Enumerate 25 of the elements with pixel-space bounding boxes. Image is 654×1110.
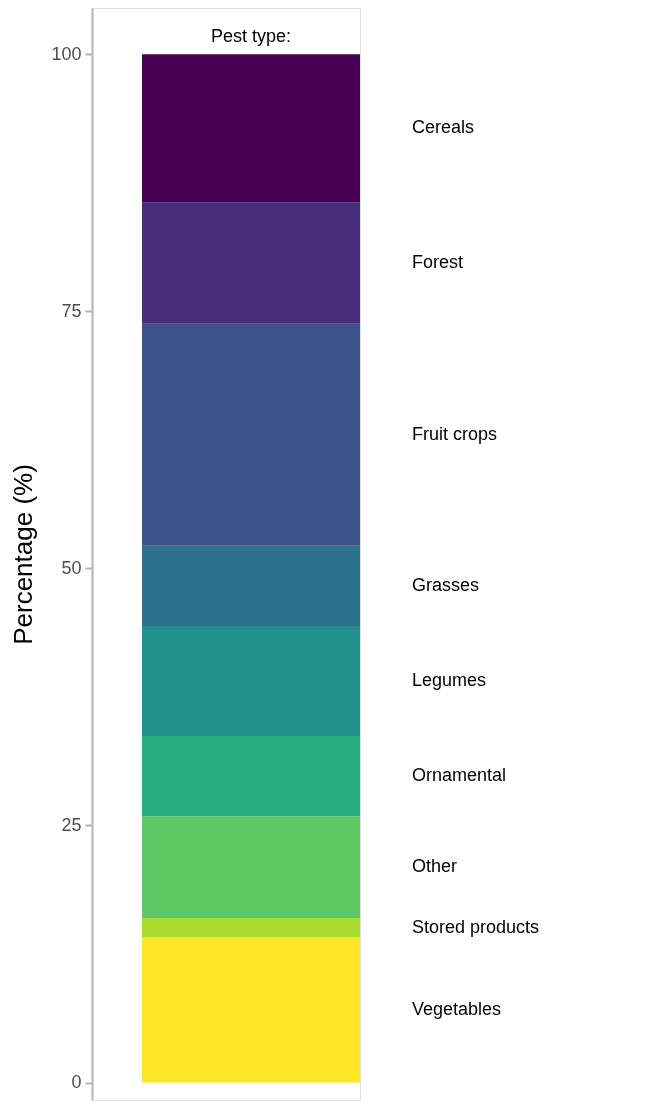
bar bbox=[142, 54, 360, 203]
y-tick-label: 50 bbox=[61, 557, 82, 578]
text: Fruit crops bbox=[412, 423, 498, 444]
bar bbox=[142, 545, 360, 626]
y-axis-title: Percentage (%) bbox=[8, 464, 39, 645]
bar bbox=[142, 918, 360, 938]
legend-title: Pest type: bbox=[210, 26, 292, 47]
text: Cereals bbox=[412, 117, 475, 138]
text: Other bbox=[412, 856, 458, 877]
bar bbox=[142, 323, 360, 546]
text: Legumes bbox=[412, 669, 487, 690]
bar bbox=[142, 625, 360, 736]
text: Forest bbox=[412, 252, 464, 273]
y-tick-label: 0 bbox=[71, 1072, 82, 1093]
y-tick-label: 100 bbox=[51, 43, 82, 64]
bar bbox=[142, 736, 360, 817]
text: Grasses bbox=[412, 574, 480, 595]
bar bbox=[142, 937, 360, 1083]
text: Vegetables bbox=[412, 999, 502, 1020]
text: Ornamental bbox=[412, 765, 507, 786]
y-tick-label: 25 bbox=[61, 814, 82, 835]
bar bbox=[142, 816, 360, 918]
bar bbox=[142, 202, 360, 324]
text: Stored products bbox=[412, 916, 540, 937]
y-tick-label: 75 bbox=[61, 300, 82, 321]
